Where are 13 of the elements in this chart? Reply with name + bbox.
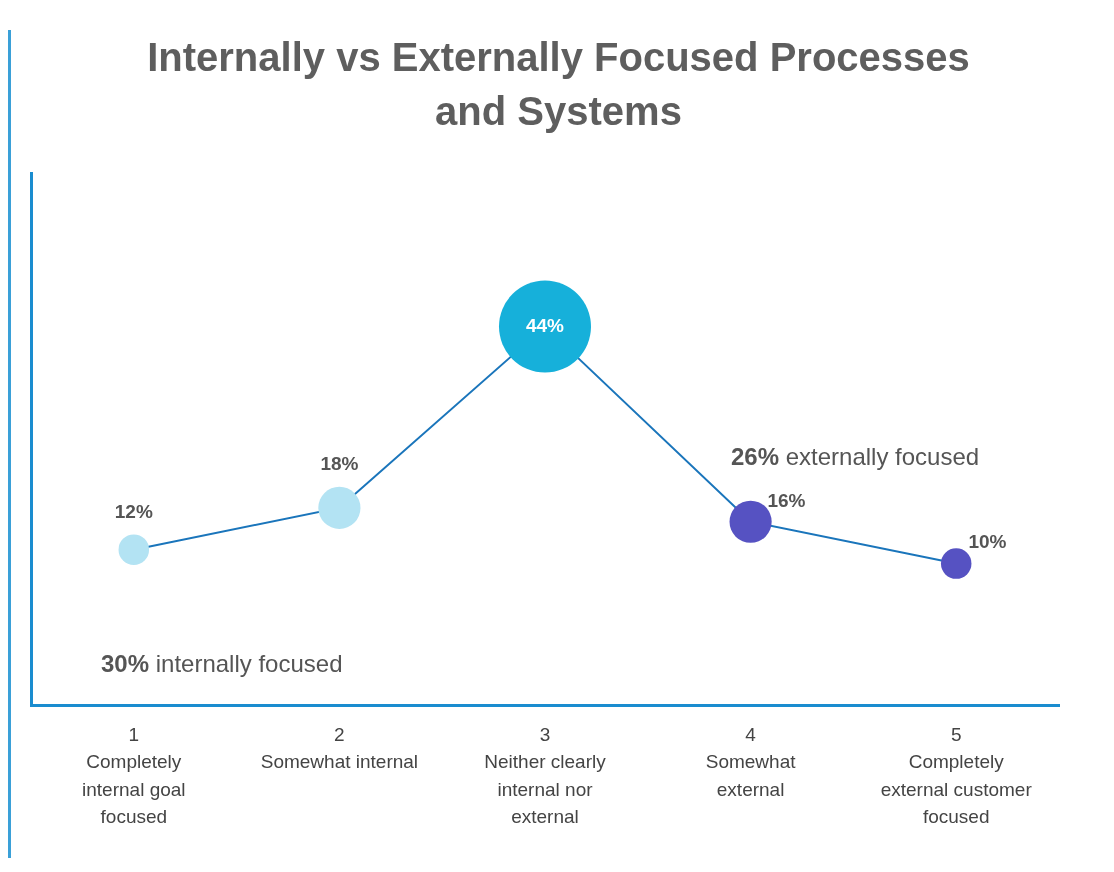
x-tick-label: 3 Neither clearly internal nor external bbox=[484, 723, 607, 828]
annotation: 26% externally focused bbox=[731, 442, 980, 470]
x-tick-label: 1 Completely internal goal focused bbox=[82, 723, 186, 828]
data-label: 18% bbox=[320, 453, 359, 475]
data-label: 44% bbox=[525, 314, 565, 336]
x-tick-label: 4 Somewhat external bbox=[705, 723, 797, 800]
data-label: 12% bbox=[114, 501, 153, 523]
data-label: 10% bbox=[968, 530, 1007, 552]
x-tick-label: 5 Completely external customer focused bbox=[880, 723, 1033, 828]
x-tick-label: 2 Somewhat internal bbox=[260, 723, 419, 773]
data-label: 16% bbox=[767, 489, 806, 511]
chart-title: Internally vs Externally Focused Processes and Systems bbox=[146, 34, 971, 135]
text: 30% internally focused bbox=[101, 650, 343, 678]
